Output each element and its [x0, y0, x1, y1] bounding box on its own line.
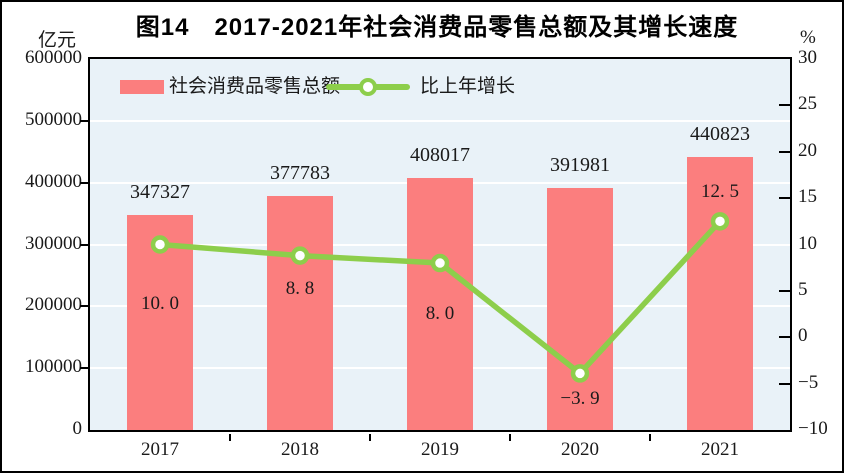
- bar-2018: [267, 196, 333, 430]
- right-axis-tick-label: −5: [798, 371, 819, 393]
- growth-value-label: −3. 9: [560, 388, 600, 410]
- left-axis-tick-mark: [80, 181, 89, 184]
- right-axis-tick-label: 20: [798, 139, 817, 161]
- x-axis-label-2020: 2020: [561, 439, 599, 460]
- growth-value-label: 10. 0: [141, 292, 179, 314]
- left-axis-tick-mark: [80, 119, 89, 122]
- growth-value-label: 12. 5: [701, 181, 739, 203]
- growth-marker-2017: [150, 235, 170, 254]
- legend-label-growth-rate: 比上年增长: [420, 76, 516, 97]
- right-axis-tick-label: 10: [798, 232, 817, 254]
- growth-marker-2021: [710, 212, 730, 231]
- x-axis-label-2018: 2018: [281, 439, 319, 460]
- plot-area: 社会消费品零售总额 比上年增长 347327 377783 408017 391981…: [88, 57, 792, 432]
- right-axis-tick-mark: [779, 336, 790, 339]
- gridline: [90, 119, 790, 122]
- growth-value-label: 8. 8: [285, 277, 315, 299]
- right-axis-unit-label: %: [800, 27, 816, 48]
- left-axis-tick-label: 600000: [25, 47, 82, 68]
- left-axis-tick-label: 500000: [25, 108, 82, 130]
- growth-marker-2018: [290, 246, 310, 265]
- x-axis-tick-mark: [229, 434, 231, 441]
- bar-2019: [407, 177, 473, 430]
- right-axis-tick-label: −10: [798, 418, 828, 439]
- left-axis-tick-mark: [80, 367, 89, 370]
- legend-circle-marker-icon: [359, 78, 377, 96]
- x-axis-tick-mark: [509, 434, 511, 441]
- bar-2021: [687, 157, 753, 430]
- bar-value-label: 440823: [690, 123, 750, 146]
- left-axis-tick-mark: [80, 243, 89, 246]
- x-axis-label-2021: 2021: [701, 439, 739, 460]
- right-axis-tick-label: 0: [798, 325, 808, 347]
- growth-line: [159, 219, 723, 377]
- right-axis-tick-mark: [779, 104, 790, 107]
- right-axis-tick-label: 25: [798, 93, 817, 115]
- left-axis-tick-mark: [80, 305, 89, 308]
- growth-value-label: 8. 0: [425, 303, 455, 325]
- right-axis-tick-label: 5: [798, 278, 808, 300]
- left-axis-unit-label: 亿元: [37, 30, 76, 51]
- x-axis-tick-mark: [369, 434, 371, 441]
- bar-value-label: 408017: [410, 143, 470, 166]
- right-axis-tick-label: 15: [798, 186, 817, 208]
- x-axis-tick-mark: [649, 434, 651, 441]
- left-axis-tick-label: 0: [72, 418, 83, 439]
- left-axis-tick-label: 200000: [25, 294, 82, 316]
- right-axis-tick-mark: [779, 382, 790, 385]
- legend-bar-swatch: [120, 80, 164, 94]
- chart-title: 图14 2017-2021年社会消费品零售总额及其增长速度: [135, 14, 739, 41]
- x-axis-label-2017: 2017: [141, 439, 179, 460]
- right-axis-tick-mark: [779, 289, 790, 292]
- bar-value-label: 347327: [130, 181, 190, 204]
- left-axis-tick-label: 300000: [25, 232, 82, 254]
- growth-line-chart: [150, 212, 730, 383]
- right-axis-tick-mark: [779, 150, 790, 153]
- bar-value-label: 377783: [270, 162, 330, 185]
- left-axis-tick-label: 100000: [25, 356, 82, 378]
- x-axis-label-2019: 2019: [421, 439, 459, 460]
- growth-marker-2020: [570, 364, 590, 383]
- bar-2020: [547, 187, 613, 430]
- growth-marker-2019: [430, 253, 450, 273]
- left-axis-tick-label: 400000: [25, 170, 82, 192]
- right-axis-tick-label: 30: [798, 47, 817, 68]
- legend-label-retail-total: 社会消费品零售总额: [169, 76, 341, 97]
- right-axis-tick-mark: [779, 197, 790, 200]
- bar-value-label: 391981: [550, 153, 610, 176]
